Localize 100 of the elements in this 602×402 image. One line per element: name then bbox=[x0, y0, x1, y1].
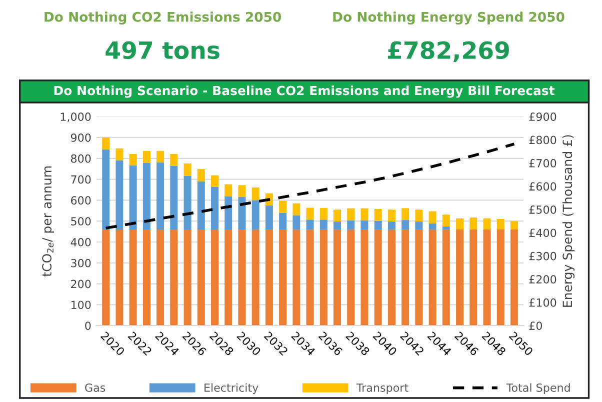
line-series bbox=[104, 142, 516, 230]
bar bbox=[428, 229, 436, 326]
bar bbox=[306, 220, 314, 230]
bar bbox=[360, 229, 368, 326]
bar bbox=[402, 220, 410, 230]
bar bbox=[184, 229, 192, 326]
y2-tick-label: £800 bbox=[529, 136, 556, 144]
bar bbox=[170, 154, 178, 166]
legend-label: Electricity bbox=[204, 383, 258, 394]
y-axis-title: tCO$_{2e}$/ per annum bbox=[42, 166, 54, 277]
bar bbox=[197, 229, 205, 326]
bar bbox=[374, 208, 382, 221]
bar bbox=[116, 229, 124, 326]
bar bbox=[442, 214, 450, 227]
bar bbox=[265, 229, 273, 326]
y2-tick-label: £400 bbox=[529, 228, 556, 238]
bar bbox=[428, 223, 436, 230]
bar bbox=[496, 229, 504, 326]
y-tick-label: 400 bbox=[70, 238, 91, 246]
bar bbox=[402, 208, 410, 220]
bar bbox=[197, 181, 205, 230]
bar bbox=[142, 229, 150, 326]
bar bbox=[211, 187, 218, 230]
text: Do Nothing CO2 Emissions 2050 bbox=[44, 12, 282, 25]
bar bbox=[388, 222, 396, 230]
bar bbox=[483, 218, 491, 230]
y-tick-label: 500 bbox=[71, 217, 91, 226]
y-tick-label: 0 bbox=[85, 322, 91, 330]
bar bbox=[252, 229, 260, 326]
y-tick-label: 600 bbox=[71, 196, 91, 205]
bar bbox=[306, 229, 314, 326]
bar bbox=[265, 205, 273, 230]
bar bbox=[252, 187, 260, 200]
bar bbox=[211, 229, 218, 326]
bar bbox=[292, 229, 300, 326]
bar bbox=[102, 149, 110, 230]
bar bbox=[224, 196, 232, 230]
bar bbox=[374, 229, 382, 326]
bar bbox=[142, 150, 150, 163]
y2-tick-label: £500 bbox=[529, 205, 556, 214]
bar bbox=[292, 215, 300, 230]
bar bbox=[374, 220, 382, 230]
bar bbox=[238, 197, 246, 230]
bar bbox=[320, 229, 328, 326]
bar bbox=[279, 229, 287, 326]
bar bbox=[456, 229, 464, 326]
bar bbox=[510, 221, 518, 230]
bar bbox=[388, 210, 396, 222]
bar bbox=[224, 184, 232, 196]
bar bbox=[442, 226, 450, 230]
y2-tick-label: £600 bbox=[529, 182, 556, 191]
bar bbox=[496, 219, 504, 230]
bar bbox=[415, 210, 423, 222]
bar bbox=[184, 163, 192, 176]
bar bbox=[415, 229, 423, 326]
legend-label: Total Spend bbox=[506, 383, 570, 394]
y-tick-label: 900 bbox=[70, 133, 91, 142]
bar bbox=[456, 218, 464, 230]
chart-title: Do Nothing Scenario - Baseline CO2 Emissions and Energy Bill Forecast bbox=[54, 86, 555, 98]
bar bbox=[442, 229, 450, 326]
text: £782,269 bbox=[388, 41, 509, 62]
bar bbox=[116, 148, 124, 160]
legend-label: Gas bbox=[85, 383, 106, 392]
bar bbox=[347, 208, 355, 220]
bar bbox=[211, 175, 218, 188]
bar bbox=[292, 203, 300, 216]
bar bbox=[197, 169, 205, 182]
y-tick-label: 100 bbox=[71, 300, 91, 310]
bar bbox=[156, 229, 164, 326]
bar bbox=[470, 229, 478, 326]
bar bbox=[334, 210, 341, 222]
legend-label: Transport bbox=[356, 384, 408, 394]
bar bbox=[252, 200, 260, 230]
bar bbox=[116, 160, 124, 230]
bar bbox=[184, 176, 192, 230]
bar bbox=[334, 229, 341, 326]
bar bbox=[142, 162, 150, 230]
y2-tick-label: £900 bbox=[529, 112, 556, 121]
bar bbox=[510, 229, 518, 326]
bar bbox=[483, 229, 491, 326]
bar bbox=[238, 229, 246, 326]
y2-tick-label: £700 bbox=[529, 159, 556, 168]
bar bbox=[156, 150, 164, 162]
bar bbox=[224, 229, 232, 326]
bar bbox=[320, 220, 328, 230]
text: Do Nothing Energy Spend 2050 bbox=[333, 12, 564, 25]
y2-tick-label: £200 bbox=[529, 275, 556, 284]
bar bbox=[402, 229, 410, 326]
y-tick-label: 200 bbox=[71, 280, 91, 288]
bar bbox=[129, 154, 137, 166]
bar bbox=[388, 229, 396, 326]
y2-tick-label: £100 bbox=[529, 298, 556, 307]
bar bbox=[129, 165, 137, 230]
bar bbox=[238, 185, 246, 198]
bar bbox=[347, 229, 355, 326]
y-tick-label: 300 bbox=[71, 258, 91, 268]
bar bbox=[156, 162, 164, 230]
text: 497 tons bbox=[106, 41, 220, 60]
bar bbox=[347, 220, 355, 230]
y-tick-label: 1,000 bbox=[60, 112, 91, 122]
